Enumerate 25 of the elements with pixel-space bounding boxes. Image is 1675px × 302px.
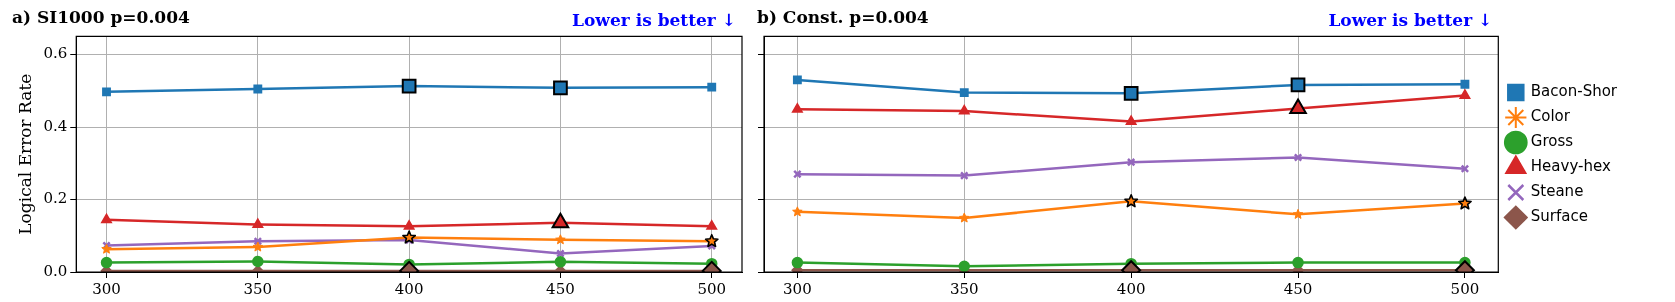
chart-title: b) Const. p=0.004	[757, 6, 929, 27]
legend-label: Heavy-hex	[1530, 157, 1611, 176]
text: Lower is better ↓	[1328, 10, 1493, 31]
y-tick-label: 0.6	[43, 44, 68, 63]
legend-label: Gross	[1530, 132, 1574, 151]
legend-label: Color	[1530, 107, 1571, 126]
y-tick-label: 0.4	[43, 116, 68, 135]
x-tick-label: 300	[92, 279, 121, 298]
x-tick-label: 500	[697, 279, 727, 298]
x-tick-label: 500	[1450, 279, 1480, 298]
legend-label: Surface	[1530, 207, 1588, 226]
x-tick-label: 300	[783, 279, 812, 298]
x-tick-label: 400	[394, 279, 424, 298]
x-tick-label: 350	[949, 279, 979, 298]
legend-label: Steane	[1530, 182, 1584, 201]
y-tick-label: 0.2	[43, 189, 68, 208]
chart-title: a) SI1000 p=0.004	[12, 6, 190, 27]
x-tick-label: 350	[243, 279, 273, 298]
legend-label: Bacon-Shor	[1530, 82, 1618, 101]
text: Lower is better ↓	[572, 10, 736, 31]
y-tick-label: 0.0	[43, 261, 68, 280]
x-tick-label: 450	[546, 279, 575, 298]
x-tick-label: 450	[1283, 279, 1313, 298]
y-axis-title: Logical Error Rate	[14, 73, 35, 235]
x-tick-label: 400	[1116, 279, 1146, 298]
